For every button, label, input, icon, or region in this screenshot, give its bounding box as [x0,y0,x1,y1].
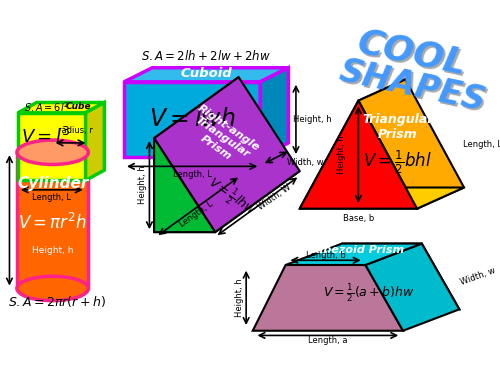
Text: $V = l^3$: $V = l^3$ [22,126,71,147]
Text: Cylinder: Cylinder [17,176,88,191]
Text: Width, w: Width, w [460,266,497,287]
Polygon shape [300,80,406,209]
Polygon shape [260,68,288,157]
Text: Height, h: Height, h [337,135,346,174]
Text: SHAPES: SHAPES [338,57,490,120]
Text: Length, L: Length, L [172,170,212,179]
Text: Cube: Cube [65,102,91,111]
Text: Cuboid: Cuboid [180,68,232,80]
Text: COOL: COOL [356,27,472,84]
Text: $S.A = 6l^2$: $S.A = 6l^2$ [24,100,69,114]
Text: $V = \frac{1}{2}(a+b)hw$: $V = \frac{1}{2}(a+b)hw$ [323,282,415,304]
Text: Triangular
Prism: Triangular Prism [362,113,434,141]
Text: Height, h: Height, h [32,246,74,255]
Polygon shape [309,244,460,309]
Text: Length, a: Length, a [308,336,348,345]
Text: Base, b: Base, b [343,213,374,222]
Text: $V = lwh$: $V = lwh$ [149,107,236,131]
Text: Width, w: Width, w [287,158,324,166]
Polygon shape [154,77,238,232]
Text: Height, h: Height, h [292,115,331,124]
Polygon shape [286,244,422,265]
Polygon shape [154,138,215,232]
Ellipse shape [17,140,88,165]
Polygon shape [300,188,464,209]
Text: Length, L: Length, L [464,140,500,148]
Text: Length, L: Length, L [178,199,215,229]
Text: Height, h: Height, h [138,166,147,204]
Bar [17,152,88,288]
Polygon shape [18,113,86,180]
Ellipse shape [17,276,88,301]
Text: Length, b: Length, b [306,251,346,260]
Polygon shape [358,80,464,209]
Polygon shape [18,102,104,113]
Text: $V = \pi r^2 h$: $V = \pi r^2 h$ [18,213,87,233]
Text: $V = \frac{1}{2}bhl$: $V = \frac{1}{2}bhl$ [364,148,432,176]
Text: radius, r: radius, r [58,126,92,135]
Polygon shape [124,82,260,157]
Text: $V = \frac{1}{2}lhw$: $V = \frac{1}{2}lhw$ [203,172,260,222]
Text: $S.A = 2lh + 2lw + 2hw$: $S.A = 2lh + 2lw + 2hw$ [142,48,271,63]
Polygon shape [86,102,104,180]
Text: Trapezoid Prism: Trapezoid Prism [304,244,404,255]
Text: Right-angle
Triangular
Prism: Right-angle Triangular Prism [182,103,262,172]
Text: $S.A = 2\pi r(r+h)$: $S.A = 2\pi r(r+h)$ [8,294,106,309]
Polygon shape [252,265,403,331]
Text: COOL: COOL [354,26,470,82]
Polygon shape [154,171,300,232]
Polygon shape [154,77,300,232]
Text: Width, W: Width, W [256,182,292,212]
Polygon shape [124,68,288,82]
Text: Length, L: Length, L [32,193,71,202]
Text: SHAPES: SHAPES [336,55,488,118]
Polygon shape [300,100,417,208]
Polygon shape [366,244,460,331]
Text: Height, h: Height, h [235,279,244,317]
